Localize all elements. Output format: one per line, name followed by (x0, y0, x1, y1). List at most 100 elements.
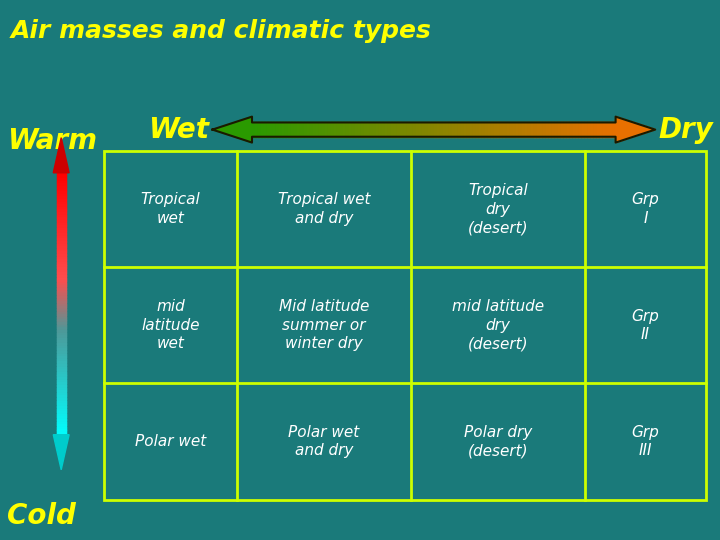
Bar (57, 222, 66, 226)
Bar (322, 123, 325, 137)
Bar (610, 123, 613, 137)
Bar (367, 123, 371, 137)
Bar (415, 123, 419, 137)
Text: mid
latitude
wet: mid latitude wet (141, 299, 199, 352)
Bar (57, 419, 66, 423)
Bar (57, 233, 66, 237)
Bar (513, 123, 516, 137)
Bar (57, 411, 66, 415)
Bar (57, 194, 66, 198)
Bar (410, 123, 413, 137)
Bar (57, 256, 66, 260)
Bar (603, 123, 607, 137)
Bar (613, 123, 616, 137)
Bar (537, 123, 541, 137)
Bar (488, 123, 492, 137)
Bar (467, 123, 471, 137)
Bar (57, 186, 66, 190)
Bar (57, 385, 66, 389)
Bar (57, 207, 66, 211)
Bar (476, 123, 480, 137)
Bar (576, 123, 580, 137)
Bar (422, 123, 426, 137)
Text: Grp
III: Grp III (631, 424, 660, 458)
Bar (395, 123, 398, 137)
Bar (495, 123, 498, 137)
Bar (600, 123, 604, 137)
Bar (57, 283, 66, 287)
Bar (397, 123, 401, 137)
Bar (279, 123, 283, 137)
Bar (540, 123, 544, 137)
Bar (57, 377, 66, 381)
Bar (546, 123, 549, 137)
Bar (57, 235, 66, 239)
Bar (57, 330, 66, 334)
Bar (294, 123, 298, 137)
Bar (503, 123, 507, 137)
FancyArrow shape (616, 117, 655, 143)
Bar (340, 123, 343, 137)
Bar (349, 123, 353, 137)
Bar (361, 123, 365, 137)
Bar (437, 123, 441, 137)
Bar (57, 390, 66, 394)
Bar (498, 123, 501, 137)
Bar (485, 123, 489, 137)
Bar (534, 123, 538, 137)
Bar (57, 269, 66, 273)
Bar (57, 393, 66, 396)
Bar (319, 123, 323, 137)
Bar (57, 231, 66, 234)
Bar (282, 123, 286, 137)
Text: Air masses and climatic types: Air masses and climatic types (11, 19, 432, 43)
Bar (288, 123, 292, 137)
Bar (57, 191, 66, 195)
Bar (57, 372, 66, 375)
Bar (57, 225, 66, 229)
Bar (57, 409, 66, 412)
Bar (458, 123, 462, 137)
Bar (449, 123, 453, 137)
Bar (57, 272, 66, 276)
Bar (57, 382, 66, 386)
Bar (382, 123, 386, 137)
Bar (518, 123, 523, 137)
Bar (440, 123, 444, 137)
Bar (57, 351, 66, 355)
Bar (57, 199, 66, 202)
Bar (452, 123, 456, 137)
Bar (57, 299, 66, 302)
Bar (561, 123, 564, 137)
Bar (57, 249, 66, 252)
Bar (585, 123, 589, 137)
Bar (57, 424, 66, 428)
Text: Grp
I: Grp I (631, 192, 660, 226)
Text: Dry: Dry (659, 116, 714, 144)
Bar (570, 123, 574, 137)
Bar (558, 123, 562, 137)
Text: Polar wet
and dry: Polar wet and dry (288, 424, 359, 458)
Bar (470, 123, 474, 137)
Bar (606, 123, 611, 137)
Bar (104, 151, 706, 500)
FancyArrow shape (53, 138, 69, 173)
Bar (57, 403, 66, 407)
Bar (57, 254, 66, 258)
Bar (482, 123, 486, 137)
Bar (57, 364, 66, 368)
Bar (57, 246, 66, 250)
Bar (57, 338, 66, 341)
Bar (433, 123, 438, 137)
Bar (57, 238, 66, 242)
Bar (304, 123, 307, 137)
Text: Tropical
wet: Tropical wet (140, 192, 200, 226)
Bar (588, 123, 592, 137)
Bar (57, 188, 66, 192)
FancyArrow shape (53, 435, 69, 470)
Bar (346, 123, 350, 137)
Bar (57, 262, 66, 266)
Bar (57, 291, 66, 294)
Bar (57, 212, 66, 216)
Bar (57, 325, 66, 328)
